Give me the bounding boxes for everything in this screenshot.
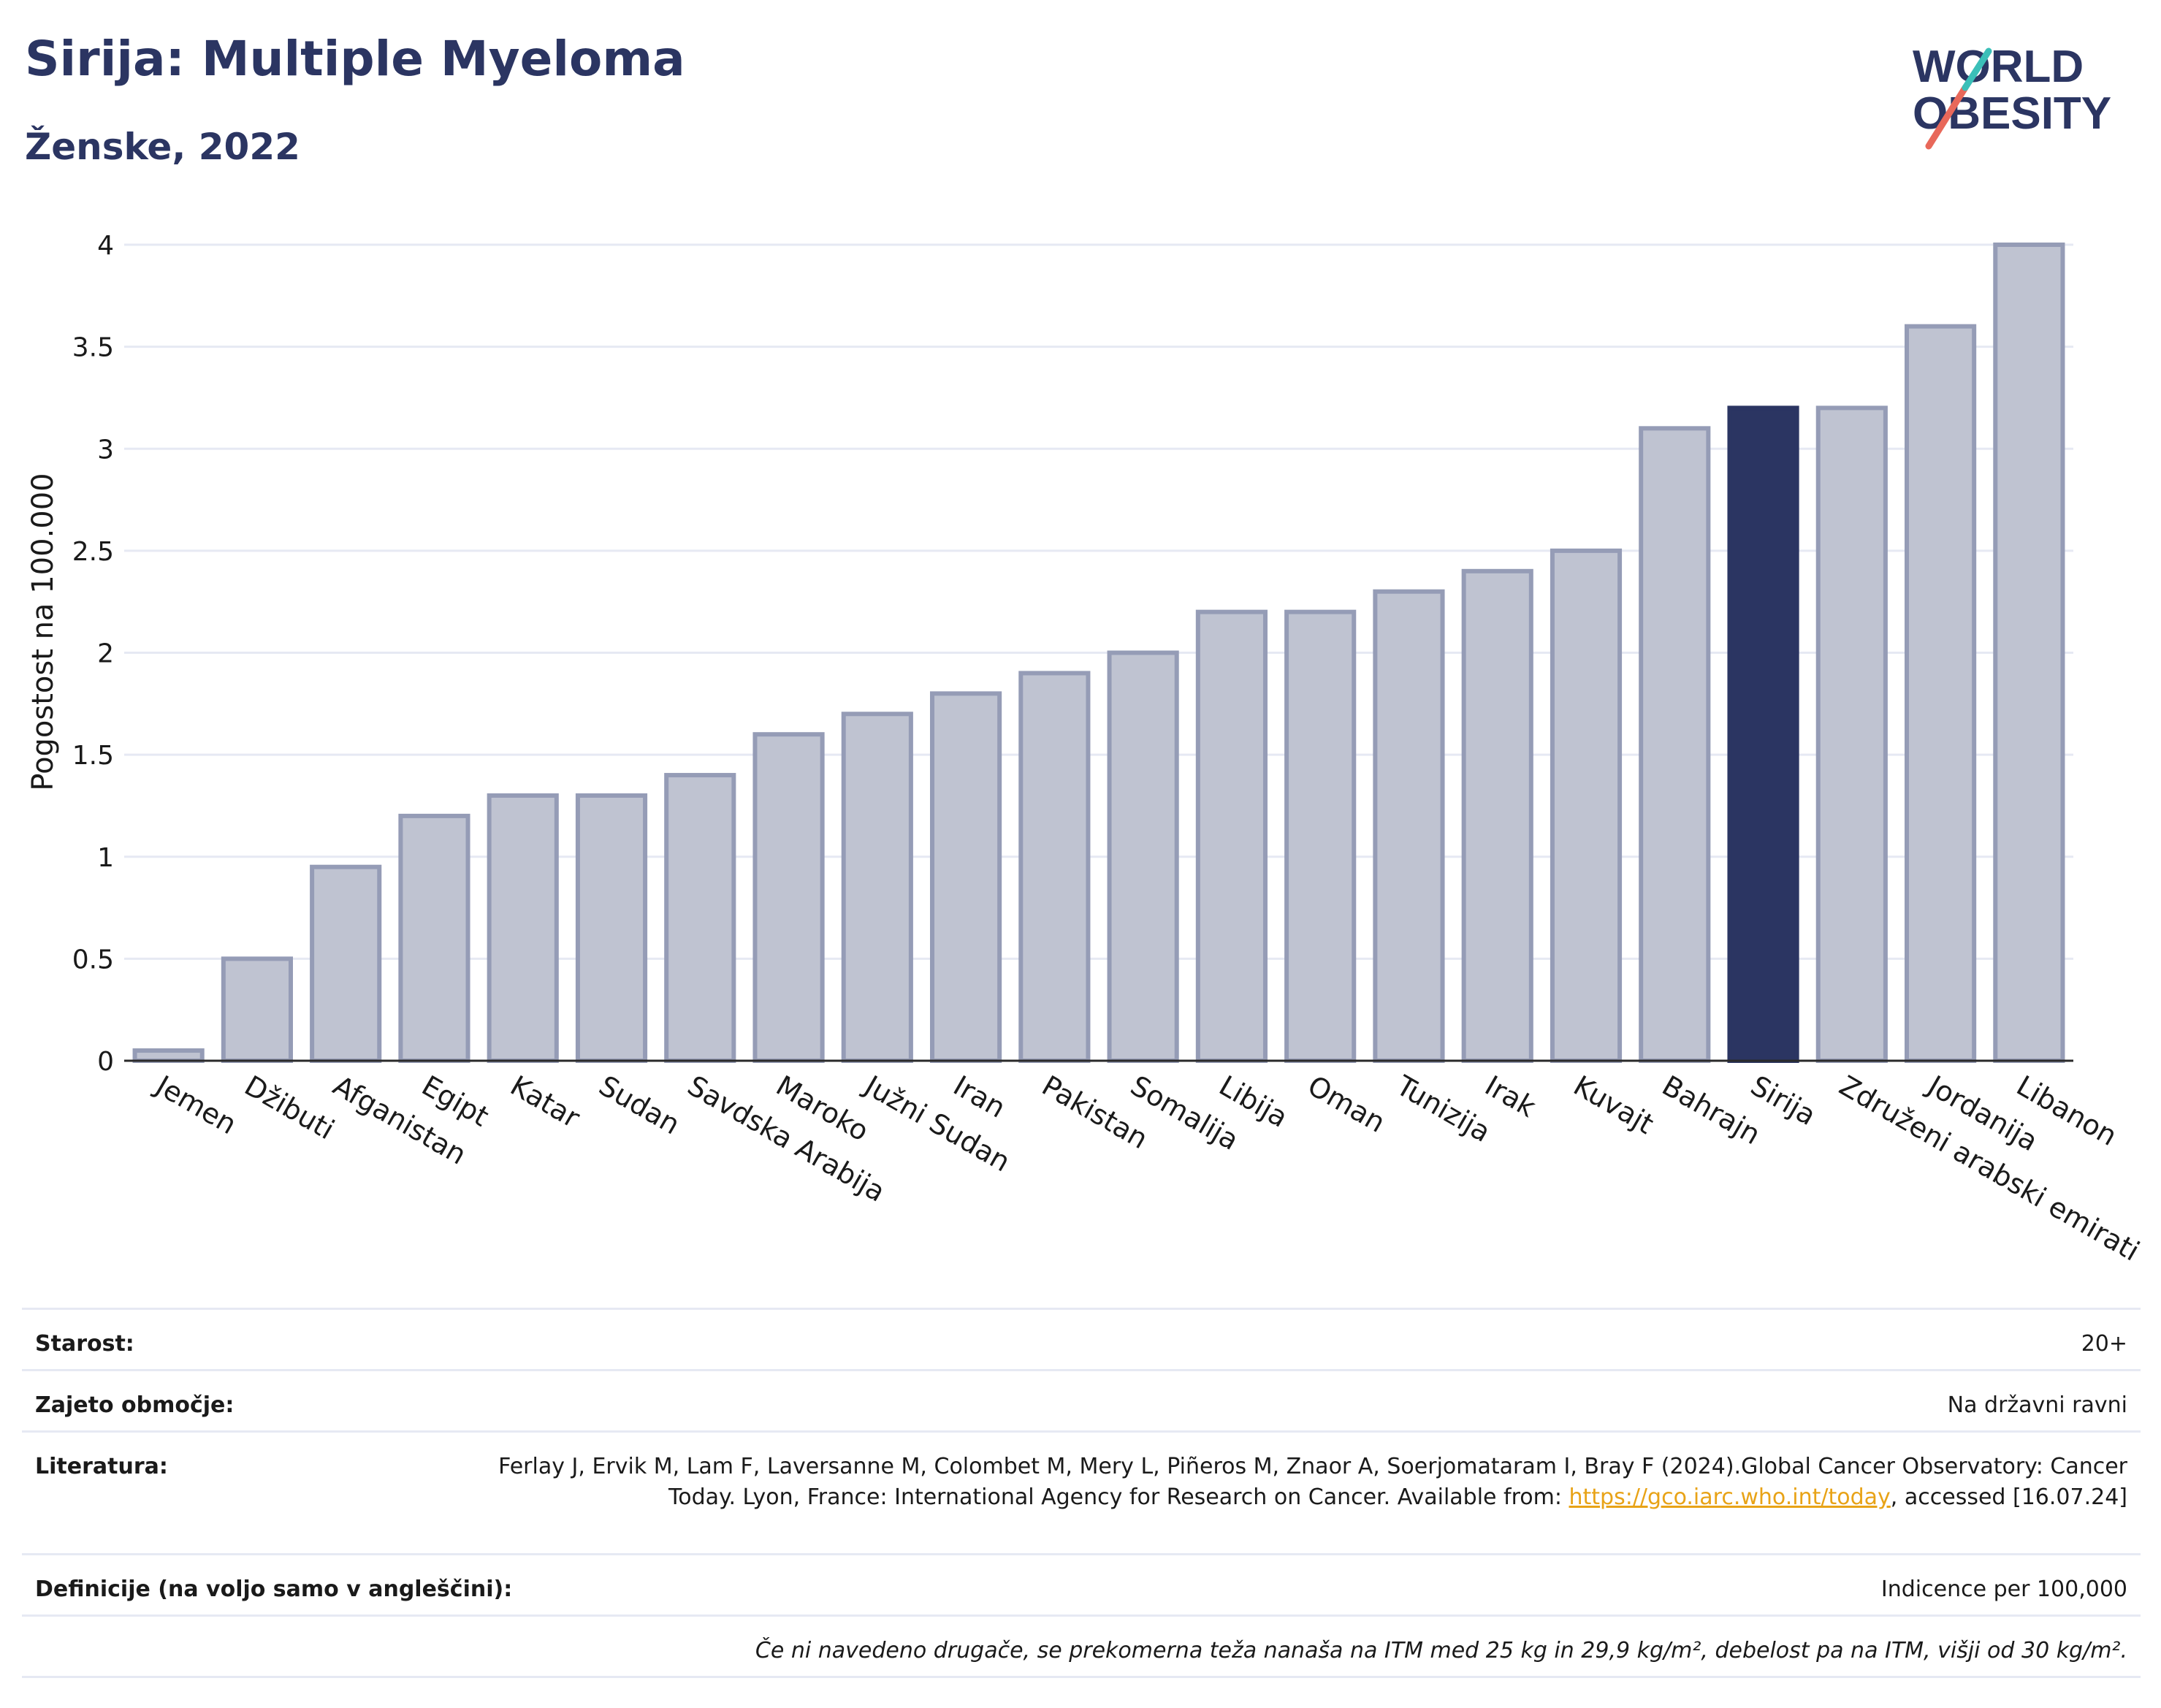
obesity-note: Če ni navedeno drugače, se prekomerna te…	[755, 1638, 2127, 1663]
bar-maroko[interactable]	[752, 732, 825, 1063]
y-tick-label: 3.5	[72, 333, 114, 363]
table-bottom-rule	[22, 1676, 2141, 1678]
bar-irak[interactable]	[1461, 568, 1533, 1063]
x-tick-label: Bahrajn	[1657, 1070, 1766, 1151]
bar-kuvajt[interactable]	[1550, 548, 1623, 1063]
info-row-area: Zajeto območje: Na državni ravni	[22, 1369, 2141, 1430]
bar-savdska-arabija[interactable]	[664, 773, 736, 1064]
y-tick-label: 1.5	[72, 741, 114, 771]
info-row-note: Če ni navedeno drugače, se prekomerna te…	[22, 1614, 2141, 1676]
bars	[132, 243, 2065, 1064]
literature-accessed: , accessed [16.07.24]	[1890, 1484, 2127, 1510]
info-table: Starost: 20+ Zajeto območje: Na državni …	[22, 1308, 2141, 1678]
age-value: 20+	[2081, 1331, 2127, 1357]
definitions-label: Definicije (na voljo samo v angleščini):	[35, 1577, 513, 1602]
y-tick-label: 0	[97, 1047, 114, 1077]
bar-libanon[interactable]	[1993, 243, 2065, 1063]
logo-slash-red	[1925, 84, 1969, 150]
y-tick-label: 2.5	[72, 537, 114, 567]
world-obesity-logo: WORLD OBESITY	[1913, 42, 2111, 150]
bar-somalija[interactable]	[1107, 650, 1179, 1063]
y-tick-label: 1	[97, 843, 114, 873]
x-tick-label: Katar	[505, 1070, 585, 1135]
bar-jordanija[interactable]	[1905, 324, 1977, 1063]
bar-iran[interactable]	[930, 691, 1002, 1063]
literature-value: Ferlay J, Ervik M, Lam F, Laversanne M, …	[447, 1452, 2127, 1513]
area-label: Zajeto območje:	[35, 1392, 235, 1418]
area-value: Na državni ravni	[1947, 1392, 2127, 1418]
logo-line1: WORLD	[1913, 42, 2084, 92]
bar-afganistan[interactable]	[310, 864, 382, 1064]
bar-jemen[interactable]	[132, 1048, 205, 1063]
bar-sirija[interactable]	[1727, 405, 1799, 1063]
bar-libija[interactable]	[1195, 609, 1268, 1063]
y-tick-label: 2	[97, 639, 114, 669]
x-tick-label: Jemen	[149, 1069, 242, 1141]
logo-slash-teal	[1962, 47, 1992, 91]
bar-bahrajn[interactable]	[1639, 426, 1711, 1063]
x-tick-label: Sudan	[594, 1070, 686, 1141]
info-row-age: Starost: 20+	[22, 1308, 2141, 1369]
bar-sudan[interactable]	[575, 793, 648, 1063]
literature-label: Literatura:	[35, 1454, 168, 1479]
bar-egipt[interactable]	[398, 813, 470, 1064]
bar-združeni-arabski-emirati[interactable]	[1815, 405, 1888, 1063]
y-tick-label: 3	[97, 435, 114, 465]
bar-tunizija[interactable]	[1373, 589, 1445, 1063]
y-tick-label: 0.5	[72, 945, 114, 975]
literature-text: Ferlay J, Ervik M, Lam F, Laversanne M, …	[498, 1454, 2127, 1510]
info-row-definitions: Definicije (na voljo samo v angleščini):…	[22, 1553, 2141, 1614]
y-axis-label: Pogostost na 100.000	[26, 473, 60, 790]
literature-link[interactable]: https://gco.iarc.who.int/today	[1569, 1484, 1891, 1510]
x-tick-label: Irak	[1479, 1070, 1541, 1124]
definitions-value: Indicence per 100,000	[1880, 1577, 2127, 1602]
bar-džibuti[interactable]	[221, 956, 293, 1063]
x-tick-label: Oman	[1303, 1070, 1391, 1139]
x-tick-label: Kuvajt	[1569, 1070, 1659, 1140]
info-row-literature: Literatura: Ferlay J, Ervik M, Lam F, La…	[22, 1430, 2141, 1553]
x-tick-label: Džibuti	[239, 1070, 340, 1146]
bar-južni-sudan[interactable]	[841, 712, 913, 1064]
y-axis-ticks: 0 0.5 1 1.5 2 2.5 3 3.5 4	[72, 231, 114, 1077]
page-title: Sirija: Multiple Myeloma	[25, 31, 685, 87]
y-tick-label: 4	[97, 231, 114, 261]
bar-pakistan[interactable]	[1018, 671, 1091, 1063]
bar-chart: 0 0.5 1 1.5 2 2.5 3 3.5 4 JemenDžibutiAfganistan…	[26, 231, 2145, 1267]
bar-katar[interactable]	[487, 793, 559, 1063]
x-tick-label: Tunizija	[1390, 1069, 1496, 1148]
page-subtitle: Ženske, 2022	[25, 126, 300, 168]
age-label: Starost:	[35, 1331, 134, 1357]
bar-oman[interactable]	[1284, 609, 1357, 1063]
